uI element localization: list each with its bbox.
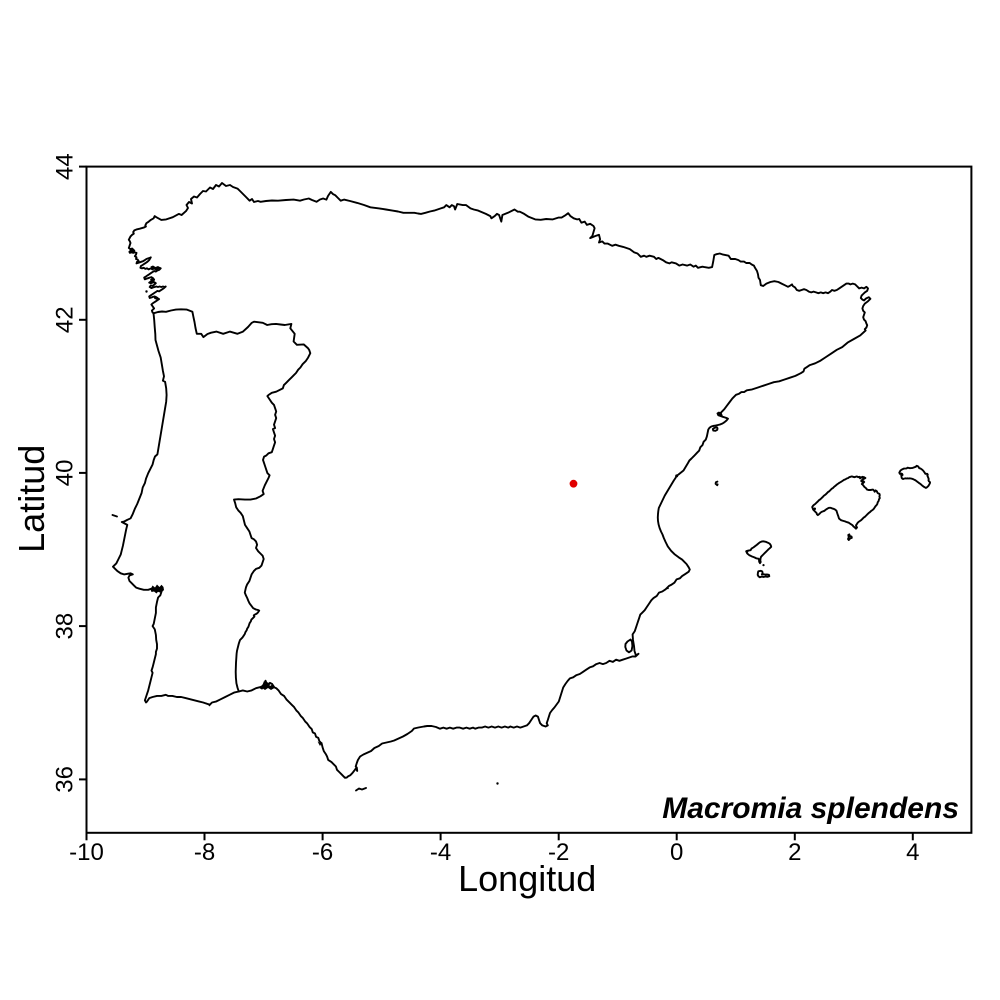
svg-text:Longitud: Longitud: [458, 858, 596, 899]
svg-text:Macromia splendens: Macromia splendens: [662, 792, 959, 825]
svg-text:40: 40: [52, 460, 79, 487]
svg-text:38: 38: [52, 613, 79, 640]
svg-text:-10: -10: [69, 839, 104, 866]
svg-text:-4: -4: [430, 839, 451, 866]
svg-text:36: 36: [52, 766, 79, 793]
svg-text:4: 4: [906, 839, 919, 866]
svg-text:-2: -2: [548, 839, 569, 866]
svg-text:44: 44: [52, 153, 79, 180]
svg-text:0: 0: [670, 839, 683, 866]
svg-text:Latitud: Latitud: [11, 445, 52, 553]
svg-text:42: 42: [52, 306, 79, 333]
svg-text:-8: -8: [194, 839, 215, 866]
svg-text:2: 2: [788, 839, 801, 866]
svg-text:-6: -6: [312, 839, 333, 866]
